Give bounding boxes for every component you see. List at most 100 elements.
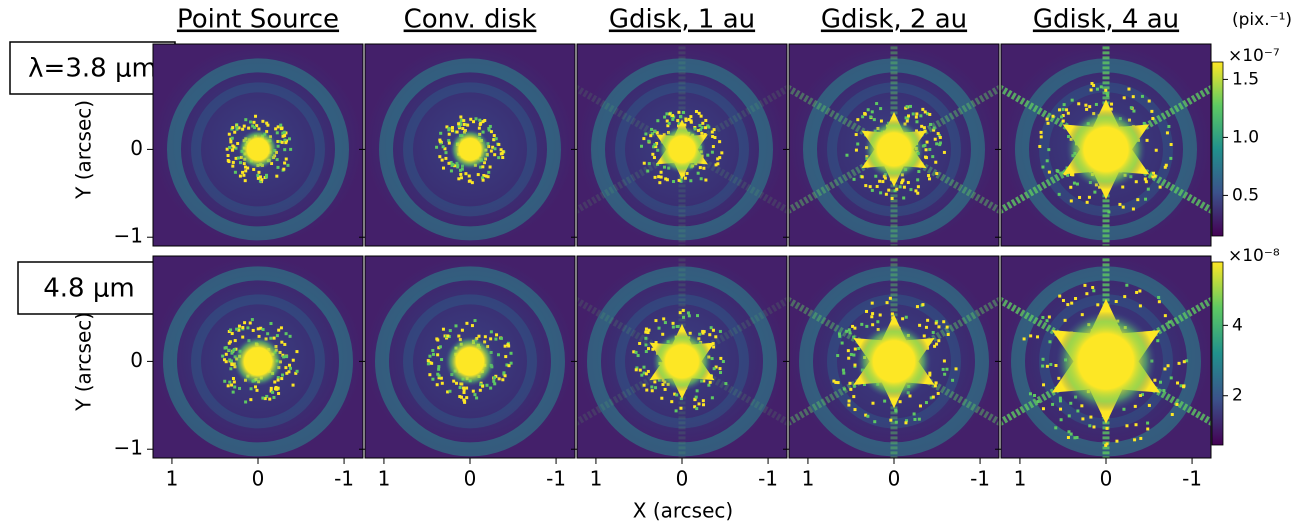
speckle bbox=[1152, 171, 1156, 175]
speckle bbox=[275, 174, 279, 178]
speckle bbox=[686, 311, 690, 315]
speckle bbox=[276, 125, 280, 129]
speckle bbox=[480, 176, 484, 180]
speckle bbox=[842, 387, 846, 391]
speckle bbox=[699, 114, 703, 118]
speckle bbox=[1069, 199, 1073, 203]
speckle bbox=[889, 418, 893, 422]
inner-ring bbox=[403, 82, 537, 217]
speckle bbox=[234, 347, 238, 351]
speckle bbox=[716, 162, 720, 166]
speckle bbox=[456, 165, 460, 169]
speckle bbox=[280, 377, 284, 381]
speckle bbox=[1151, 116, 1155, 120]
speckle bbox=[254, 114, 258, 118]
speckle bbox=[232, 380, 236, 384]
speckle bbox=[650, 127, 654, 131]
speckle bbox=[1078, 195, 1082, 199]
speckle bbox=[917, 417, 921, 421]
inner-ring bbox=[403, 294, 537, 429]
speckle bbox=[938, 143, 942, 147]
speckle bbox=[1088, 105, 1092, 109]
speckle bbox=[1115, 439, 1119, 443]
speckle bbox=[1158, 380, 1162, 384]
speckle bbox=[231, 144, 235, 148]
speckle bbox=[1045, 117, 1049, 121]
speckle bbox=[238, 386, 242, 390]
row-label-box bbox=[17, 261, 161, 315]
speckle bbox=[235, 127, 239, 131]
speckle bbox=[243, 165, 247, 169]
speckle bbox=[283, 161, 287, 165]
speckle bbox=[1104, 443, 1108, 447]
speckle bbox=[458, 395, 462, 399]
speckle bbox=[448, 329, 452, 333]
speckle bbox=[701, 331, 705, 335]
speckle bbox=[651, 152, 655, 156]
column-title: Conv. disk bbox=[404, 5, 537, 35]
speckle bbox=[642, 371, 646, 375]
speckle bbox=[1047, 148, 1051, 152]
speckle bbox=[1070, 98, 1074, 102]
speckle bbox=[231, 390, 235, 394]
speckle bbox=[894, 420, 898, 424]
speckle bbox=[1066, 303, 1070, 307]
speckle bbox=[437, 367, 441, 371]
speckle bbox=[708, 380, 712, 384]
speckle bbox=[226, 159, 230, 163]
speckle bbox=[674, 409, 678, 413]
speckle bbox=[462, 398, 466, 402]
speckle bbox=[1066, 111, 1070, 115]
speckle bbox=[1056, 169, 1060, 173]
speckle bbox=[483, 335, 487, 339]
colorbar-offset: ×10⁻⁷ bbox=[1228, 46, 1280, 66]
speckle bbox=[295, 369, 299, 373]
panel-frame bbox=[576, 43, 788, 247]
speckle bbox=[275, 158, 279, 162]
speckle bbox=[718, 156, 722, 160]
speckle bbox=[258, 179, 262, 183]
speckle bbox=[494, 337, 498, 341]
speckle bbox=[662, 165, 666, 169]
speckle bbox=[1085, 292, 1089, 296]
speckle bbox=[276, 376, 280, 380]
speckle bbox=[1061, 114, 1065, 118]
speckle bbox=[235, 327, 239, 331]
speckle bbox=[632, 350, 636, 354]
speckle bbox=[847, 328, 851, 332]
panel-image bbox=[577, 256, 787, 458]
speckle bbox=[222, 358, 226, 362]
speckle bbox=[288, 137, 292, 141]
core bbox=[450, 129, 490, 170]
speckle bbox=[1089, 415, 1093, 419]
speckle bbox=[241, 127, 245, 131]
speckle bbox=[447, 141, 451, 145]
speckle bbox=[870, 110, 874, 114]
speckle bbox=[904, 315, 908, 319]
speckle bbox=[921, 303, 925, 307]
speckle bbox=[864, 184, 868, 188]
speckle bbox=[644, 350, 648, 354]
speckle bbox=[447, 128, 451, 132]
ring bbox=[591, 58, 773, 241]
speckle bbox=[652, 145, 656, 149]
speckle bbox=[481, 165, 485, 169]
speckle bbox=[918, 323, 922, 327]
speckle bbox=[1028, 392, 1032, 396]
speckle bbox=[924, 148, 928, 152]
speckle bbox=[1039, 130, 1043, 134]
speckle bbox=[288, 366, 292, 370]
speckle bbox=[1049, 362, 1053, 366]
speckle bbox=[1094, 102, 1098, 106]
speckle bbox=[503, 374, 507, 378]
speckle bbox=[934, 160, 938, 164]
speckle bbox=[1057, 192, 1061, 196]
speckle bbox=[478, 118, 482, 122]
speckle bbox=[284, 157, 288, 161]
speckle bbox=[273, 387, 277, 391]
speckle bbox=[1076, 409, 1080, 413]
panel-image bbox=[577, 44, 787, 246]
speckle bbox=[253, 126, 257, 130]
speckle bbox=[256, 327, 260, 331]
speckle bbox=[243, 321, 247, 325]
